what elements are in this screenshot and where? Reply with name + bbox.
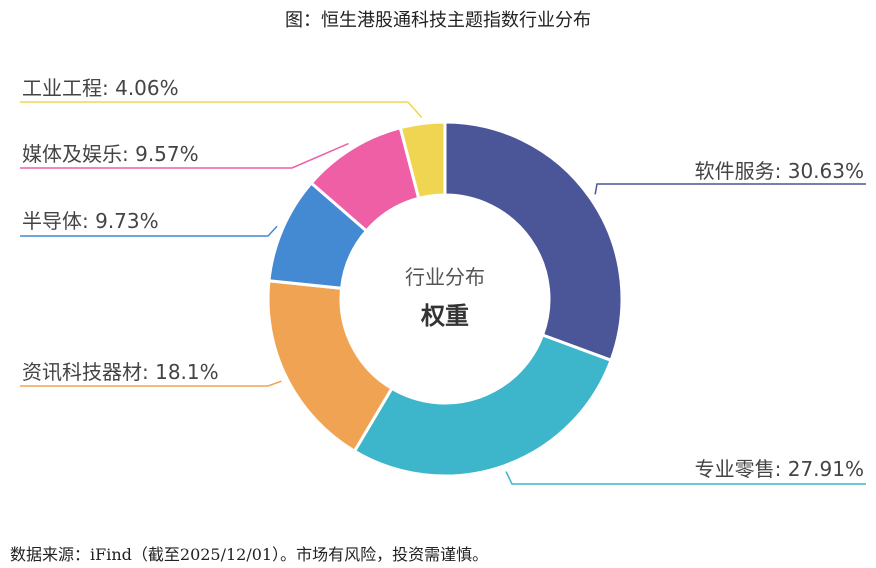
leader-line-1	[594, 183, 866, 195]
leader-line-4	[20, 225, 278, 237]
leader-line-2	[505, 471, 866, 485]
slice-label-2: 专业零售: 27.91%	[695, 457, 864, 481]
chart-title: 图：恒生港股通科技主题指数行业分布	[285, 10, 591, 31]
donut-center-subtitle: 权重	[420, 302, 469, 330]
slice-label-3: 资讯科技器材: 18.1%	[22, 360, 219, 384]
donut-slice-3	[266, 279, 394, 454]
donut-center-title: 行业分布	[405, 265, 485, 289]
slice-label-5: 媒体及娱乐: 9.57%	[22, 142, 199, 166]
slice-label-1: 软件服务: 30.63%	[695, 159, 864, 183]
donut-slice-6	[398, 120, 447, 201]
donut-slices	[266, 120, 624, 478]
label-leader-lines	[20, 101, 866, 485]
slice-labels: 软件服务: 30.63% 专业零售: 27.91% 资讯科技器材: 18.1% 半导体…	[22, 76, 864, 481]
leader-line-3	[20, 380, 282, 387]
leader-line-5	[20, 142, 349, 169]
source-note: 数据来源：iFind（截至2025/12/01）。市场有风险，投资需谨慎。	[10, 545, 489, 564]
slice-label-6: 工业工程: 4.06%	[22, 76, 179, 100]
donut-slice-1	[443, 120, 624, 363]
donut-slice-2	[352, 333, 613, 478]
leader-line-6	[20, 101, 423, 118]
slice-label-4: 半导体: 9.73%	[22, 209, 159, 233]
